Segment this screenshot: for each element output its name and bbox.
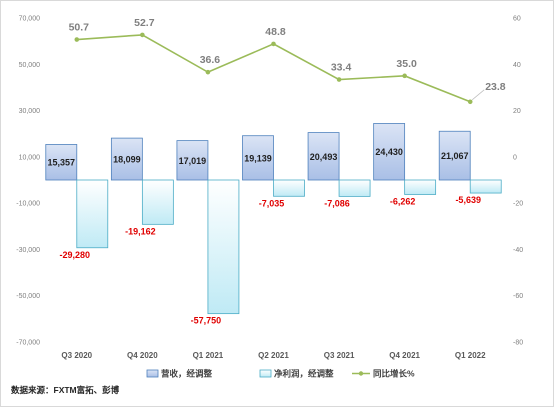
profit-bar bbox=[338, 179, 371, 197]
growth-point bbox=[336, 77, 342, 82]
revenue-value-label: 20,493 bbox=[310, 152, 338, 162]
growth-point bbox=[467, 99, 473, 105]
growth-value-label: 52.7 bbox=[134, 17, 155, 29]
growth-value-label: 23.8 bbox=[485, 81, 506, 93]
revenue-bar bbox=[373, 123, 406, 181]
growth-point bbox=[271, 41, 276, 47]
category-label: Q1 2022 bbox=[455, 351, 486, 360]
revenue-bar bbox=[176, 140, 209, 181]
revenue-value-label: 19,139 bbox=[244, 153, 272, 163]
growth-point bbox=[140, 32, 145, 38]
growth-value-label: 36.6 bbox=[200, 54, 221, 66]
profit-bar bbox=[469, 179, 502, 194]
legend-label-profit: 净利润，经调整 bbox=[274, 369, 334, 379]
growth-point bbox=[74, 37, 80, 42]
profit-bar bbox=[207, 179, 240, 315]
growth-line bbox=[74, 32, 473, 105]
right-tick-label: -80 bbox=[513, 340, 523, 347]
profit-value-label: -57,750 bbox=[191, 316, 222, 326]
growth-value-label: 48.8 bbox=[265, 26, 286, 38]
legend-label-revenue: 营收，经调整 bbox=[161, 369, 213, 379]
category-label: Q2 2021 bbox=[258, 351, 289, 360]
profit-value-label: -29,280 bbox=[60, 250, 91, 260]
category-label: Q4 2020 bbox=[127, 351, 158, 360]
bars bbox=[45, 123, 502, 315]
legend-swatch-revenue bbox=[146, 369, 159, 378]
left-tick-label: 30,000 bbox=[19, 108, 41, 115]
profit-bar bbox=[273, 179, 305, 197]
profit-bar bbox=[76, 179, 109, 249]
profit-bar bbox=[141, 179, 174, 225]
revenue-bar bbox=[110, 137, 143, 181]
legend-swatch-growth-dot bbox=[358, 371, 364, 376]
legend-label-growth: 同比增长% bbox=[373, 369, 415, 379]
profit-value-label: -19,162 bbox=[125, 226, 156, 236]
profit-value-label: -6,262 bbox=[390, 196, 416, 206]
growth-leader-line bbox=[471, 89, 485, 101]
growth-point bbox=[205, 69, 211, 75]
revenue-bar bbox=[242, 135, 274, 181]
left-tick-label: 50,000 bbox=[19, 62, 41, 69]
data-labels: 15,357 -29,280 18,099 -19,162 17,019 -57,750 1… bbox=[48, 17, 506, 326]
profit-bar bbox=[404, 179, 437, 195]
growth-value-label: 35.0 bbox=[396, 58, 417, 70]
left-tick-label: -70,000 bbox=[16, 340, 40, 347]
profit-value-label: -7,035 bbox=[259, 198, 285, 208]
revenue-bar bbox=[307, 132, 340, 181]
category-label: Q4 2021 bbox=[389, 351, 420, 360]
legend-swatch-profit bbox=[259, 369, 272, 378]
growth-point bbox=[402, 73, 407, 79]
right-tick-label: -20 bbox=[513, 201, 523, 208]
left-axis-ticks: -70,000 -50,000 -30,000 -10,000 10,000 30,000… bbox=[16, 16, 40, 347]
category-labels: Q3 2020 Q4 2020 Q1 2021 Q2 2021 Q3 2021 Q4 20… bbox=[61, 351, 486, 360]
left-tick-label: 70,000 bbox=[19, 16, 41, 23]
category-label: Q3 2021 bbox=[324, 351, 355, 360]
growth-value-label: 33.4 bbox=[331, 62, 352, 74]
revenue-value-label: 24,430 bbox=[375, 147, 403, 157]
revenue-value-label: 21,067 bbox=[441, 151, 469, 161]
left-tick-label: -30,000 bbox=[16, 247, 40, 254]
profit-value-label: -5,639 bbox=[455, 195, 481, 205]
category-label: Q3 2020 bbox=[61, 351, 92, 360]
right-tick-label: -40 bbox=[513, 247, 523, 254]
right-tick-label: 60 bbox=[513, 16, 521, 23]
revenue-value-label: 15,357 bbox=[48, 158, 76, 168]
left-tick-label: 10,000 bbox=[19, 154, 41, 161]
growth-value-label: 50.7 bbox=[69, 22, 90, 34]
right-tick-label: 40 bbox=[513, 62, 521, 69]
right-axis-ticks: -80 -60 -40 -20 0 20 40 60 bbox=[513, 16, 523, 347]
revenue-value-label: 17,019 bbox=[179, 156, 207, 166]
left-tick-label: -10,000 bbox=[16, 201, 40, 208]
left-tick-label: -50,000 bbox=[16, 293, 40, 300]
revenue-bar bbox=[438, 130, 471, 181]
profit-value-label: -7,086 bbox=[324, 198, 350, 208]
legend: 营收，经调整 净利润，经调整 同比增长% bbox=[146, 369, 415, 379]
source-note: 数据来源：FXTM富拓、彭博 bbox=[11, 385, 120, 395]
right-tick-label: 0 bbox=[513, 154, 517, 161]
revenue-bar bbox=[45, 144, 78, 181]
right-tick-label: 20 bbox=[513, 108, 521, 115]
category-label: Q1 2021 bbox=[193, 351, 224, 360]
right-tick-label: -60 bbox=[513, 293, 523, 300]
revenue-value-label: 18,099 bbox=[113, 155, 141, 165]
